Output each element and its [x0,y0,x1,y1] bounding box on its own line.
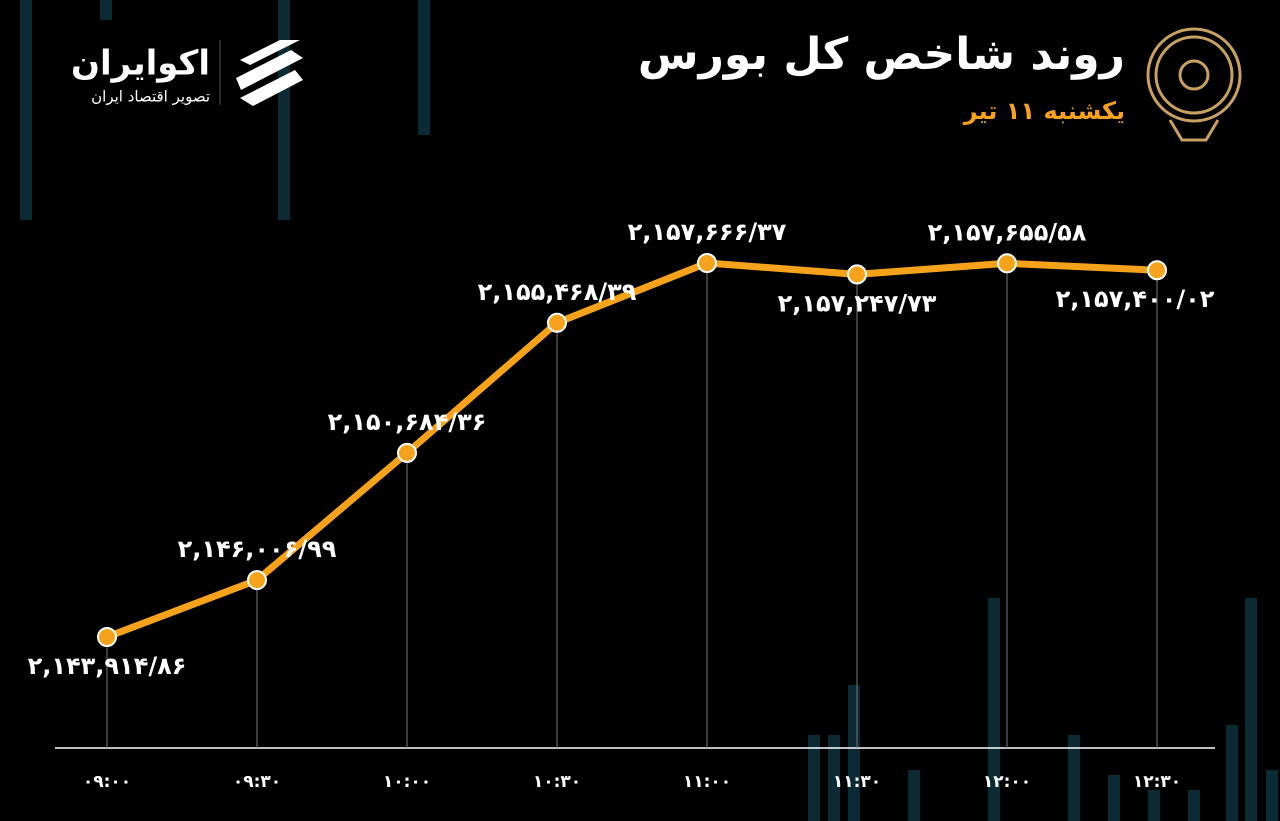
x-tick-label: ۱۱:۰۰ [683,772,731,792]
point [847,264,867,285]
x-tick-label: ۱۰:۳۰ [533,772,581,792]
point [397,442,417,463]
data-label: ۲,۱۵۷,۴۰۰/۰۲ [1056,285,1215,313]
x-tick-label: ۱۰:۰۰ [383,772,431,792]
point [997,253,1017,274]
chart-title: روند شاخص کل بورس [638,29,1125,80]
data-label: ۲,۱۵۷,۶۵۵/۵۸ [928,218,1087,246]
brand-tagline: تصویر اقتصاد ایران [91,88,210,106]
brand-icon [236,40,303,106]
line [105,259,1158,641]
data-label: ۲,۱۵۷,۲۴۷/۷۳ [778,289,937,317]
data-label: ۲,۱۴۶,۰۰۶/۹۹ [178,535,337,563]
data-label: ۲,۱۴۳,۹۱۴/۸۶ [28,652,187,680]
x-tick-label: ۱۲:۳۰ [1133,772,1181,792]
x-tick-label: ۰۹:۰۰ [83,772,131,792]
brand-name: اکوایران [71,44,210,84]
point [697,253,717,273]
x-tick-label: ۱۱:۳۰ [833,772,881,792]
point [547,312,567,333]
x-tick-label: ۰۹:۳۰ [233,772,281,792]
data-label: ۲,۱۵۷,۶۶۶/۳۷ [628,218,787,246]
data-label: ۲,۱۵۵,۴۶۸/۳۹ [478,278,637,306]
emblem [1146,27,1242,142]
chart-subtitle: یکشنبه ۱۱ تیر [963,97,1125,125]
point [247,570,267,591]
data-label: ۲,۱۵۰,۶۸۴/۳۶ [328,408,487,436]
point [97,627,117,647]
x-tick-label: ۱۲:۰۰ [983,772,1031,792]
point [1147,260,1167,281]
